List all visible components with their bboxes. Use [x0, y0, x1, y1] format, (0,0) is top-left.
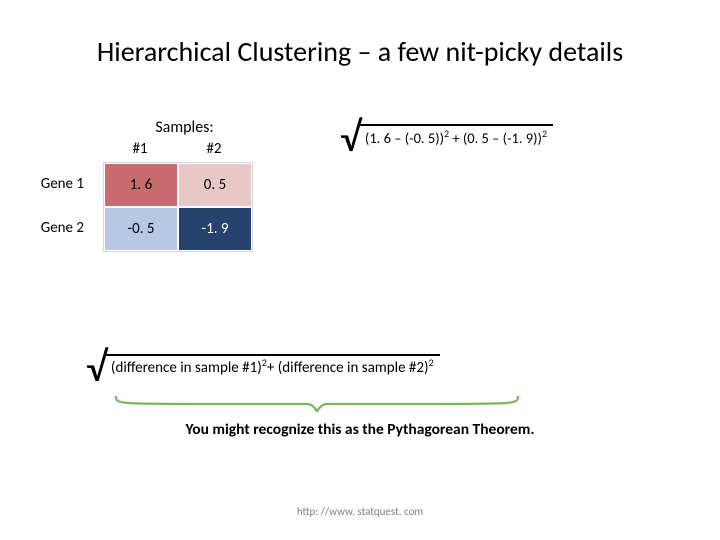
table-row: -0. 5 -1. 9 [104, 207, 252, 251]
data-table: 1. 6 0. 5 -0. 5 -1. 9 [103, 162, 253, 252]
brace-icon [114, 394, 520, 412]
radical-icon: √ [340, 120, 361, 156]
table-cell: -0. 5 [104, 207, 178, 251]
samples-header: Samples: [112, 118, 257, 137]
formula-distance-values: √ (1. 6 – (-0. 5))2 + (0. 5 – (-1. 9))2 [340, 120, 553, 156]
superscript: 2 [429, 356, 434, 369]
formula-term2: (0. 5 – (-1. 9)) [463, 129, 542, 147]
slide-title: Hierarchical Clustering – a few nit-pick… [0, 34, 720, 69]
column-labels: #1 #2 [103, 140, 273, 158]
radical-icon: √ [86, 350, 107, 386]
brace-path [116, 396, 518, 412]
col-label-1: #1 [103, 140, 177, 158]
col-label-2: #2 [177, 140, 251, 158]
formula-term2: (difference in sample #2) [278, 359, 429, 377]
superscript: 2 [542, 127, 547, 140]
row-labels: Gene 1 Gene 2 [24, 162, 90, 250]
formula-plus: + [267, 359, 278, 377]
table-cell: -1. 9 [178, 207, 252, 251]
pythagorean-caption: You might recognize this as the Pythagor… [0, 420, 720, 439]
table-cell: 0. 5 [178, 163, 252, 207]
formula-term1: (1. 6 – (-0. 5)) [365, 129, 444, 147]
formula-term1: (difference in sample #1) [111, 359, 262, 377]
footer-url: http: //www. statquest. com [0, 505, 720, 518]
formula-plus: + [449, 129, 463, 147]
row-label-1: Gene 1 [24, 162, 90, 206]
radicand: (1. 6 – (-0. 5))2 + (0. 5 – (-1. 9))2 [359, 124, 553, 147]
table-row: 1. 6 0. 5 [104, 163, 252, 207]
radicand: (difference in sample #1) 2 + (difference … [105, 354, 440, 377]
formula-distance-generic: √ (difference in sample #1) 2 + (differenc… [86, 350, 440, 386]
table-cell: 1. 6 [104, 163, 178, 207]
row-label-2: Gene 2 [24, 206, 90, 250]
